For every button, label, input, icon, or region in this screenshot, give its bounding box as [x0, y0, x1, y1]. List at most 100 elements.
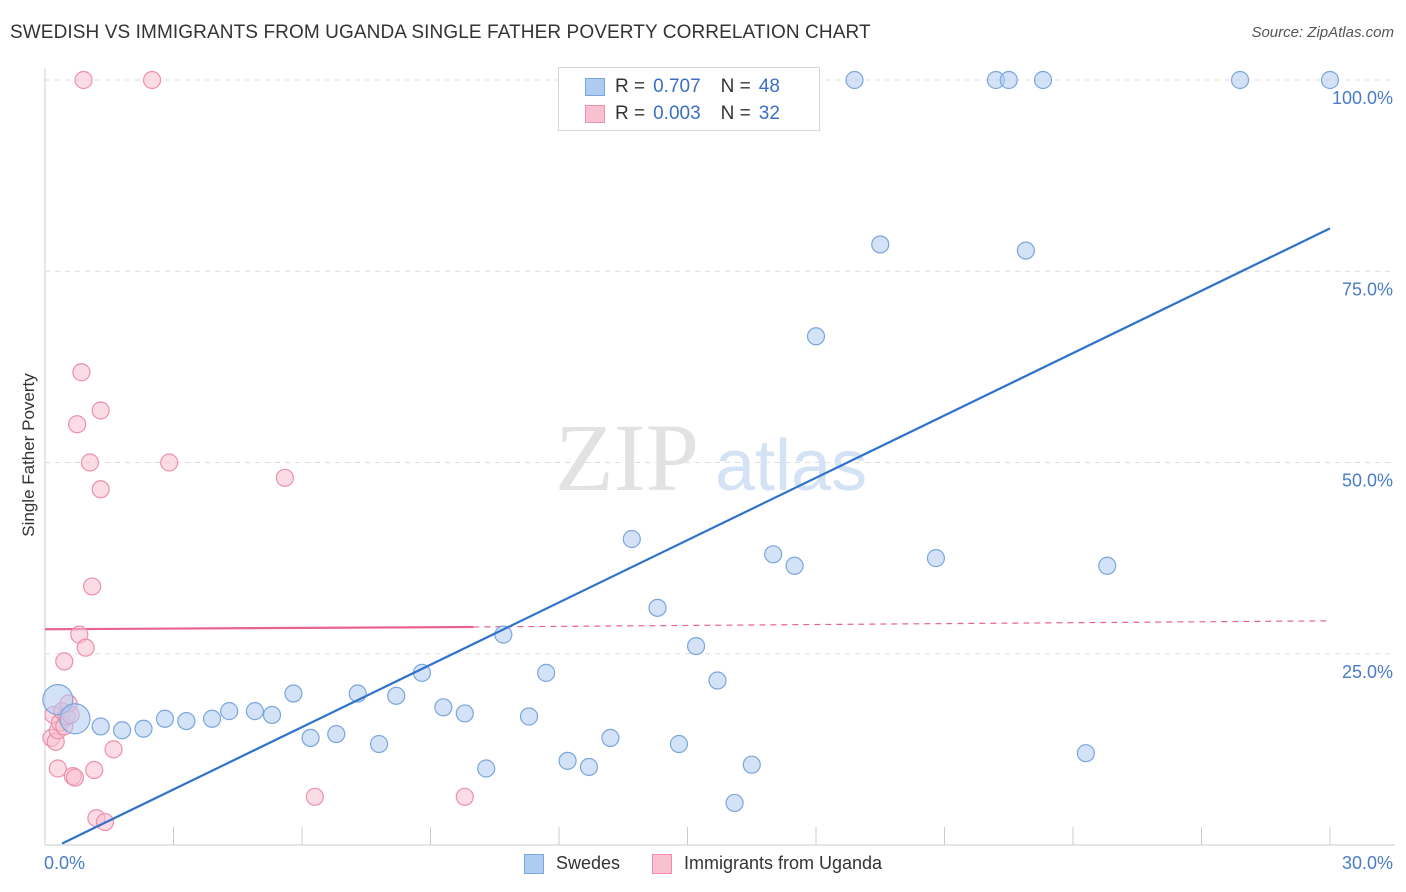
stats-legend: R = 0.707 N = 48 R = 0.003 N = 32: [558, 67, 820, 131]
legend-n-label: N =: [720, 103, 751, 124]
uganda-point: [142, 70, 162, 90]
trendline-swedes: [61, 227, 1331, 845]
uganda-point: [91, 401, 110, 420]
y-tick-labels: 25.0% 50.0% 75.0% 100.0%: [1332, 88, 1393, 682]
swedes-point: [926, 549, 946, 568]
swedes-point: [806, 327, 826, 346]
uganda-point: [91, 480, 110, 499]
swedes-point: [370, 734, 389, 754]
trendline-uganda-dashed: [473, 620, 1331, 628]
swedes-point: [327, 724, 346, 744]
uganda-point: [305, 787, 324, 806]
uganda-point: [74, 70, 93, 90]
uganda-point: [72, 363, 91, 382]
swedes-point: [301, 728, 320, 748]
swedes-point: [845, 70, 864, 90]
swedes-point: [601, 728, 620, 748]
swedes-swatch: [585, 78, 605, 96]
swedes-point: [1230, 70, 1250, 90]
legend-item-swedes[interactable]: Swedes: [523, 853, 620, 874]
y-tick-label: 50.0%: [1342, 471, 1393, 491]
swedes-point: [1033, 70, 1053, 90]
swedes-legend-swatch: [523, 853, 544, 874]
legend-n-value: 32: [758, 103, 780, 124]
swedes-point: [91, 717, 110, 736]
x-tick-label: 30.0%: [1342, 853, 1393, 873]
swedes-point: [245, 702, 264, 721]
uganda-point: [104, 740, 123, 759]
swedes-point: [669, 734, 689, 754]
swedes-point: [1098, 556, 1117, 575]
x-tick-label: 0.0%: [44, 853, 85, 873]
chart-title: SWEDISH VS IMMIGRANTS FROM UGANDA SINGLE…: [10, 22, 871, 43]
legend-n-value: 48: [758, 76, 780, 97]
swedes-point: [1016, 241, 1035, 260]
legend-r-label: R =: [615, 76, 646, 97]
legend-row-uganda: R = 0.003 N = 32: [585, 102, 780, 126]
swedes-point: [785, 556, 804, 575]
swedes-point: [764, 545, 783, 564]
y-axis-label: Single Father Poverty: [19, 373, 38, 537]
swedes-point: [284, 684, 303, 703]
uganda-point: [55, 652, 74, 671]
uganda-point: [85, 760, 104, 780]
watermark-atlas: atlas: [715, 426, 867, 506]
swedes-point: [262, 705, 282, 725]
swedes-point: [434, 698, 453, 717]
swedes-point: [202, 709, 222, 728]
swedes-point: [387, 686, 406, 705]
swedes-point: [177, 711, 196, 731]
uganda-point: [65, 768, 85, 787]
swedes-point: [112, 721, 132, 740]
uganda-point: [80, 453, 100, 472]
gridlines: [45, 79, 1395, 655]
swedes-point: [477, 759, 496, 778]
series-legend: Swedes Immigrants from Uganda: [0, 853, 1406, 874]
source-credit: Source: ZipAtlas.com: [1251, 24, 1394, 41]
legend-r-value: 0.003: [653, 103, 701, 124]
trendline-uganda: [44, 620, 1331, 631]
swedes-point: [134, 719, 153, 738]
uganda-point: [275, 468, 294, 487]
swedes-point: [579, 757, 599, 777]
uganda-point: [48, 759, 67, 778]
legend-item-uganda[interactable]: Immigrants from Uganda: [651, 853, 883, 874]
swedes-point: [1320, 70, 1340, 90]
swedes-point: [871, 235, 890, 254]
legend-n-label: N =: [720, 76, 751, 97]
uganda-swatch: [585, 105, 605, 123]
y-tick-label: 100.0%: [1332, 88, 1393, 108]
swedes-point: [519, 707, 539, 726]
x-tick-labels: 0.0% 30.0%: [44, 853, 1393, 873]
uganda-point: [455, 787, 474, 806]
swedes-point: [742, 755, 761, 774]
swedes-point: [1076, 744, 1095, 763]
swedes-point: [708, 671, 727, 690]
swedes-point: [686, 636, 706, 656]
y-tick-label: 25.0%: [1342, 662, 1393, 682]
swedes-point: [59, 703, 91, 735]
series-swedes-points: [42, 70, 1340, 813]
y-tick-label: 75.0%: [1342, 279, 1393, 299]
uganda-point: [68, 415, 87, 434]
legend-r-value: 0.707: [653, 76, 701, 97]
swedes-point: [648, 598, 667, 617]
trendline-swedes-segment: [61, 227, 1331, 845]
uganda-point: [76, 638, 95, 657]
swedes-point: [155, 709, 175, 728]
uganda-legend-swatch: [651, 853, 672, 874]
uganda-point: [160, 453, 179, 472]
legend-r-label: R =: [615, 103, 646, 124]
legend-label-uganda: Immigrants from Uganda: [683, 853, 883, 873]
uganda-point: [83, 577, 102, 596]
swedes-point: [558, 751, 577, 770]
trendline-uganda-solid: [44, 625, 474, 631]
swedes-point: [220, 702, 239, 721]
swedes-point: [537, 663, 556, 682]
legend-row-swedes: R = 0.707 N = 48: [585, 75, 780, 99]
swedes-point: [455, 704, 474, 723]
swedes-point: [622, 529, 641, 549]
watermark-zip: ZIP: [555, 404, 699, 511]
legend-label-swedes: Swedes: [555, 853, 620, 873]
